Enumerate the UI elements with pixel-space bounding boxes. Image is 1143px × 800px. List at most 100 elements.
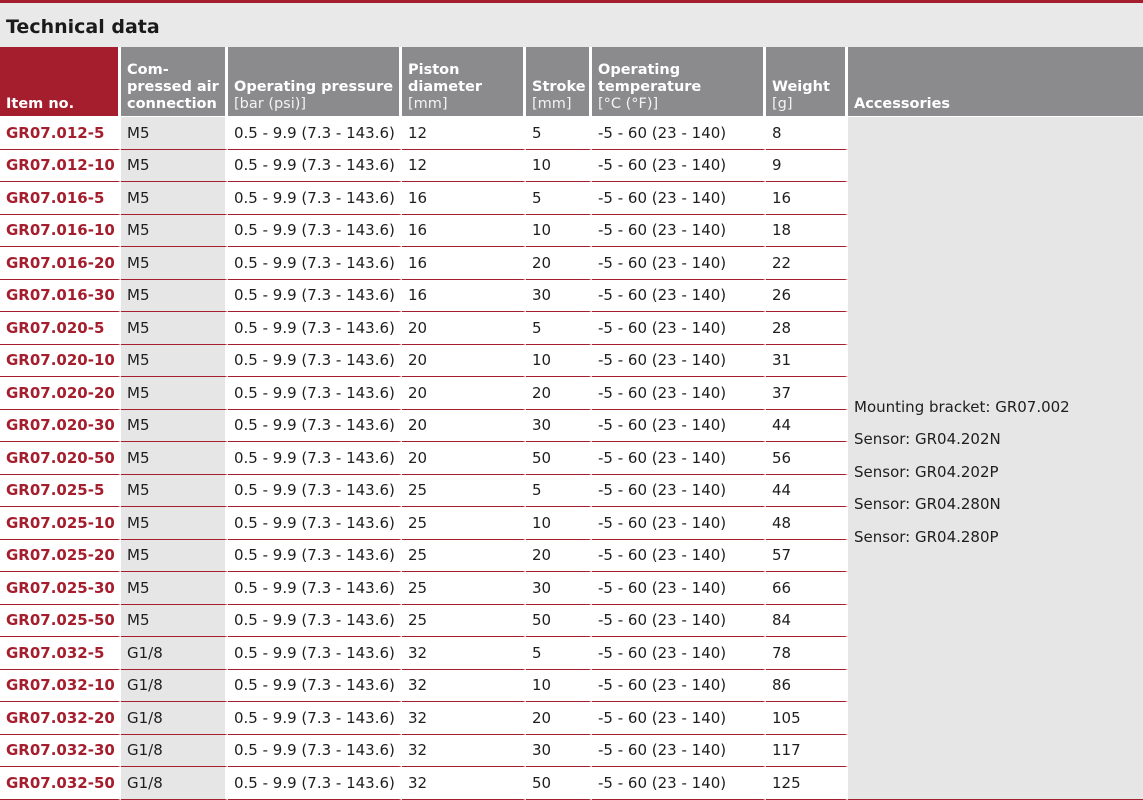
temperature-cell: -5 - 60 (23 - 140) bbox=[592, 214, 766, 247]
piston-diameter-cell: 16 bbox=[402, 182, 526, 215]
connection-cell: G1/8 bbox=[121, 702, 228, 735]
weight-cell: 9 bbox=[766, 149, 848, 182]
pressure-cell: 0.5 - 9.9 (7.3 - 143.6) bbox=[228, 637, 402, 670]
accessory-item: Sensor: GR04.202N bbox=[854, 430, 1001, 448]
stroke-cell: 50 bbox=[526, 767, 592, 800]
weight-cell: 48 bbox=[766, 507, 848, 540]
stroke-cell: 20 bbox=[526, 247, 592, 280]
pressure-cell: 0.5 - 9.9 (7.3 - 143.6) bbox=[228, 572, 402, 605]
header-temperature-unit: [°C (°F)] bbox=[598, 96, 659, 112]
temperature-cell: -5 - 60 (23 - 140) bbox=[592, 182, 766, 215]
pressure-cell: 0.5 - 9.9 (7.3 - 143.6) bbox=[228, 539, 402, 572]
temperature-cell: -5 - 60 (23 - 140) bbox=[592, 279, 766, 312]
temperature-cell: -5 - 60 (23 - 140) bbox=[592, 637, 766, 670]
table-row: GR07.032-50 G1/8 0.5 - 9.9 (7.3 - 143.6) 32… bbox=[0, 767, 1143, 800]
pressure-cell: 0.5 - 9.9 (7.3 - 143.6) bbox=[228, 474, 402, 507]
header-weight-unit: [g] bbox=[772, 96, 793, 112]
connection-cell: G1/8 bbox=[121, 734, 228, 767]
temperature-cell: -5 - 60 (23 - 140) bbox=[592, 507, 766, 540]
item-number-cell: GR07.016-10 bbox=[0, 214, 121, 247]
piston-diameter-cell: 32 bbox=[402, 767, 526, 800]
table-row: GR07.020-30 M5 0.5 - 9.9 (7.3 - 143.6) 20 30… bbox=[0, 409, 1143, 442]
item-number-cell: GR07.020-5 bbox=[0, 312, 121, 345]
table-row: GR07.016-10 M5 0.5 - 9.9 (7.3 - 143.6) 16 10… bbox=[0, 214, 1143, 247]
piston-diameter-cell: 32 bbox=[402, 734, 526, 767]
weight-cell: 78 bbox=[766, 637, 848, 670]
temperature-cell: -5 - 60 (23 - 140) bbox=[592, 344, 766, 377]
stroke-cell: 10 bbox=[526, 149, 592, 182]
temperature-cell: -5 - 60 (23 - 140) bbox=[592, 767, 766, 800]
weight-cell: 28 bbox=[766, 312, 848, 345]
stroke-cell: 10 bbox=[526, 669, 592, 702]
stroke-cell: 5 bbox=[526, 117, 592, 150]
connection-cell: M5 bbox=[121, 604, 228, 637]
top-rule bbox=[0, 0, 1143, 3]
table-row: GR07.012-5 M5 0.5 - 9.9 (7.3 - 143.6) 12 5 -5… bbox=[0, 117, 1143, 800]
pressure-cell: 0.5 - 9.9 (7.3 - 143.6) bbox=[228, 344, 402, 377]
item-number-cell: GR07.016-20 bbox=[0, 247, 121, 280]
connection-cell: M5 bbox=[121, 279, 228, 312]
header-piston-unit: [mm] bbox=[408, 96, 448, 112]
pressure-cell: 0.5 - 9.9 (7.3 - 143.6) bbox=[228, 377, 402, 410]
table-row: GR07.016-20 M5 0.5 - 9.9 (7.3 - 143.6) 16 20… bbox=[0, 247, 1143, 280]
weight-cell: 26 bbox=[766, 279, 848, 312]
accessory-item: Sensor: GR04.280N bbox=[854, 495, 1001, 513]
table-row: GR07.025-30 M5 0.5 - 9.9 (7.3 - 143.6) 25 30… bbox=[0, 572, 1143, 605]
item-number-cell: GR07.020-10 bbox=[0, 344, 121, 377]
piston-diameter-cell: 20 bbox=[402, 344, 526, 377]
temperature-cell: -5 - 60 (23 - 140) bbox=[592, 312, 766, 345]
weight-cell: 22 bbox=[766, 247, 848, 280]
pressure-cell: 0.5 - 9.9 (7.3 - 143.6) bbox=[228, 149, 402, 182]
item-number-cell: GR07.020-30 bbox=[0, 409, 121, 442]
stroke-cell: 50 bbox=[526, 442, 592, 475]
weight-cell: 56 bbox=[766, 442, 848, 475]
piston-diameter-cell: 32 bbox=[402, 669, 526, 702]
temperature-cell: -5 - 60 (23 - 140) bbox=[592, 442, 766, 475]
piston-diameter-cell: 25 bbox=[402, 604, 526, 637]
temperature-cell: -5 - 60 (23 - 140) bbox=[592, 572, 766, 605]
item-number-cell: GR07.032-30 bbox=[0, 734, 121, 767]
accessories-cell: Mounting bracket: GR07.002 Sensor: GR04.2… bbox=[848, 117, 1143, 800]
piston-diameter-cell: 20 bbox=[402, 377, 526, 410]
stroke-cell: 30 bbox=[526, 279, 592, 312]
connection-cell: M5 bbox=[121, 149, 228, 182]
pressure-cell: 0.5 - 9.9 (7.3 - 143.6) bbox=[228, 279, 402, 312]
section-title: Technical data bbox=[0, 3, 1143, 47]
connection-cell: M5 bbox=[121, 377, 228, 410]
connection-cell: M5 bbox=[121, 312, 228, 345]
weight-cell: 44 bbox=[766, 474, 848, 507]
header-pressure-unit: [bar (psi)] bbox=[234, 96, 307, 112]
piston-diameter-cell: 32 bbox=[402, 637, 526, 670]
weight-cell: 8 bbox=[766, 117, 848, 150]
weight-cell: 66 bbox=[766, 572, 848, 605]
item-number-cell: GR07.025-10 bbox=[0, 507, 121, 540]
item-number-cell: GR07.032-50 bbox=[0, 767, 121, 800]
connection-cell: G1/8 bbox=[121, 637, 228, 670]
piston-diameter-cell: 25 bbox=[402, 507, 526, 540]
weight-cell: 125 bbox=[766, 767, 848, 800]
connection-cell: M5 bbox=[121, 474, 228, 507]
technical-data-table: Item no. Com-pressed air connection Opera… bbox=[0, 47, 1143, 800]
temperature-cell: -5 - 60 (23 - 140) bbox=[592, 702, 766, 735]
weight-cell: 105 bbox=[766, 702, 848, 735]
pressure-cell: 0.5 - 9.9 (7.3 - 143.6) bbox=[228, 734, 402, 767]
stroke-cell: 30 bbox=[526, 409, 592, 442]
item-number-cell: GR07.025-20 bbox=[0, 539, 121, 572]
piston-diameter-cell: 25 bbox=[402, 474, 526, 507]
item-number-cell: GR07.025-30 bbox=[0, 572, 121, 605]
stroke-cell: 30 bbox=[526, 572, 592, 605]
connection-cell: M5 bbox=[121, 572, 228, 605]
temperature-cell: -5 - 60 (23 - 140) bbox=[592, 149, 766, 182]
pressure-cell: 0.5 - 9.9 (7.3 - 143.6) bbox=[228, 702, 402, 735]
pressure-cell: 0.5 - 9.9 (7.3 - 143.6) bbox=[228, 669, 402, 702]
temperature-cell: -5 - 60 (23 - 140) bbox=[592, 247, 766, 280]
piston-diameter-cell: 20 bbox=[402, 442, 526, 475]
temperature-cell: -5 - 60 (23 - 140) bbox=[592, 117, 766, 150]
pressure-cell: 0.5 - 9.9 (7.3 - 143.6) bbox=[228, 214, 402, 247]
piston-diameter-cell: 16 bbox=[402, 214, 526, 247]
stroke-cell: 10 bbox=[526, 214, 592, 247]
connection-cell: M5 bbox=[121, 247, 228, 280]
item-number-cell: GR07.012-10 bbox=[0, 149, 121, 182]
accessory-item: Sensor: GR04.202P bbox=[854, 462, 999, 481]
header-row: Item no. Com-pressed air connection Opera… bbox=[0, 47, 1143, 117]
